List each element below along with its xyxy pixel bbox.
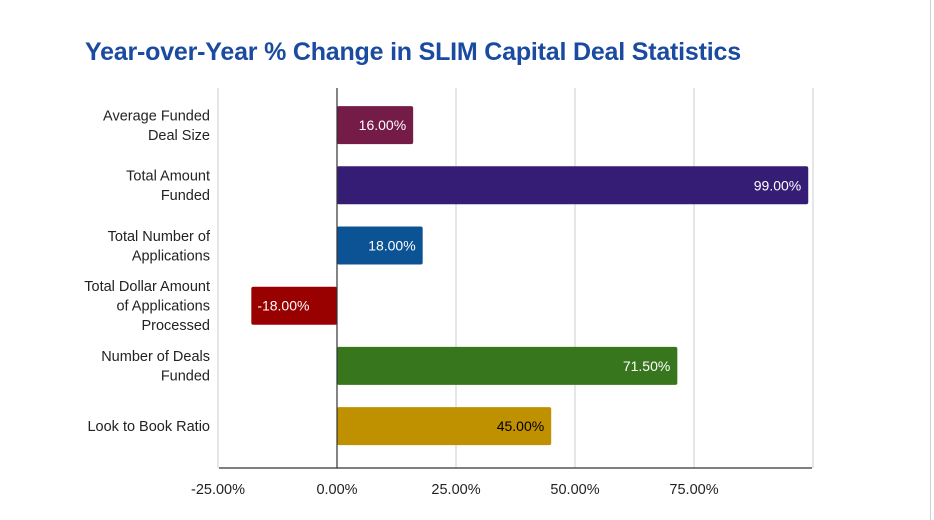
category-label-3: Total Number of Applications <box>108 229 211 265</box>
chart-title: Year-over-Year % Change in SLIM Capital … <box>85 38 741 66</box>
bar-4 <box>251 286 337 325</box>
bar-6 <box>337 407 552 446</box>
bar-3 <box>337 226 423 265</box>
bar-1 <box>337 106 414 145</box>
data-label-4: -18.00% <box>257 298 309 314</box>
category-label-4: Total Dollar Amount of Applications Proces… <box>84 279 210 334</box>
data-label-2: 99.00% <box>754 177 801 193</box>
data-label-6: 45.00% <box>497 418 544 434</box>
x-tick-label-4: 50.00% <box>550 482 599 498</box>
category-label-6: Look to Book Ratio <box>87 419 210 435</box>
category-label-2: Total Amount Funded <box>126 169 210 205</box>
category-label-5: Number of Deals Funded <box>101 349 210 385</box>
page-edge-divider <box>930 0 931 520</box>
x-tick-label-1: -25.00% <box>191 482 245 498</box>
x-tick-label-3: 25.00% <box>431 482 480 498</box>
bar-5 <box>337 346 678 385</box>
bar-2 <box>337 166 809 205</box>
x-tick-label-2: 0.00% <box>316 482 357 498</box>
data-label-3: 18.00% <box>368 238 415 254</box>
x-tick-label-5: 75.00% <box>669 482 718 498</box>
data-label-1: 16.00% <box>359 117 406 133</box>
data-label-5: 71.50% <box>623 358 670 374</box>
category-label-1: Average Funded Deal Size <box>103 108 210 144</box>
